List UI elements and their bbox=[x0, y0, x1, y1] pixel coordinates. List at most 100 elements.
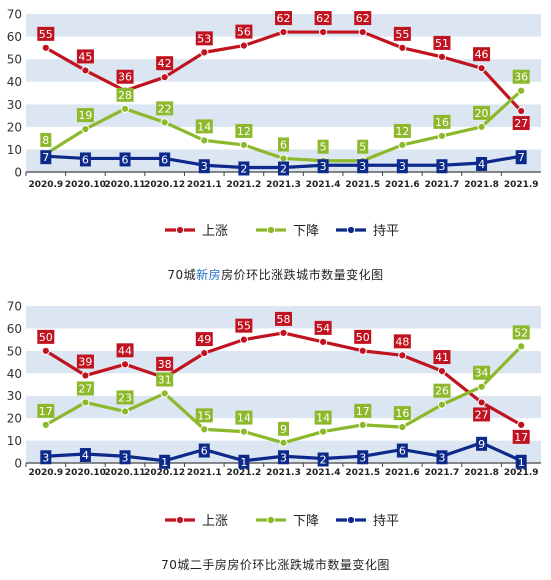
data-point-down bbox=[477, 382, 486, 391]
data-point-up bbox=[279, 27, 288, 37]
data-label-box-down bbox=[235, 410, 253, 425]
data-label-up: 62 bbox=[316, 12, 330, 25]
data-label-box-up bbox=[433, 35, 451, 50]
data-label-box-up bbox=[37, 26, 55, 41]
data-label-flat: 2 bbox=[240, 162, 247, 175]
x-tick-label: 2020.9 bbox=[28, 180, 63, 190]
y-tick-label: 0 bbox=[14, 457, 22, 471]
data-label-box-flat bbox=[79, 152, 91, 167]
data-label-down: 22 bbox=[158, 102, 172, 115]
y-tick-label: 50 bbox=[7, 344, 22, 358]
data-label-up: 44 bbox=[118, 344, 132, 357]
legend-label-down: 下降 bbox=[293, 514, 319, 529]
y-tick-label: 60 bbox=[7, 322, 22, 336]
data-label-down: 12 bbox=[237, 125, 251, 138]
data-point-up bbox=[239, 335, 248, 344]
data-point-up bbox=[437, 366, 447, 376]
data-label-box-down bbox=[393, 406, 411, 421]
data-label-box-down bbox=[512, 69, 530, 84]
data-label-box-up bbox=[156, 356, 174, 371]
data-label-down: 12 bbox=[395, 125, 409, 138]
data-label-box-up bbox=[116, 343, 134, 358]
data-label-box-down bbox=[156, 101, 174, 116]
data-label-up: 17 bbox=[514, 431, 528, 444]
chart-second-hand: 0 10 20 30 40 50 60 70 2020.9 2020.102020.112020.… bbox=[7, 300, 541, 529]
data-label-down: 28 bbox=[118, 89, 132, 102]
data-label-flat: 6 bbox=[201, 445, 208, 458]
data-label-flat: 6 bbox=[399, 445, 406, 458]
data-label-up: 50 bbox=[356, 331, 370, 344]
data-label-box-flat bbox=[476, 436, 488, 451]
data-label-down: 15 bbox=[197, 409, 211, 422]
grid-band bbox=[26, 59, 541, 82]
data-label-box-down bbox=[357, 139, 369, 154]
data-label-box-down bbox=[76, 381, 94, 396]
data-point-down bbox=[200, 425, 209, 434]
data-label-up: 58 bbox=[277, 313, 291, 326]
data-label-up: 48 bbox=[395, 335, 409, 348]
data-label-box-up bbox=[473, 407, 491, 422]
data-label-flat: 3 bbox=[42, 451, 49, 464]
data-label-box-down bbox=[473, 105, 491, 120]
data-label-box-flat bbox=[476, 156, 488, 171]
y-tick-label: 10 bbox=[7, 434, 22, 448]
data-label-up: 56 bbox=[237, 26, 251, 39]
data-label-box-flat bbox=[317, 452, 329, 467]
data-label-flat: 9 bbox=[478, 438, 485, 451]
x-tick-label: 2021.9 bbox=[504, 180, 539, 190]
data-label-flat: 1 bbox=[240, 456, 247, 469]
y-tick-label: 20 bbox=[7, 120, 22, 134]
data-label-flat: 7 bbox=[42, 151, 49, 164]
data-label-flat: 2 bbox=[320, 454, 327, 467]
data-point-up bbox=[81, 66, 90, 75]
data-point-up bbox=[517, 106, 526, 116]
data-label-flat: 3 bbox=[122, 451, 129, 464]
data-label-down: 17 bbox=[356, 405, 370, 418]
data-label-box-flat bbox=[515, 150, 527, 165]
data-point-down bbox=[517, 86, 526, 95]
y-tick-label: 40 bbox=[7, 75, 22, 89]
data-label-box-up bbox=[76, 49, 94, 64]
data-point-down bbox=[239, 140, 248, 150]
data-label-box-flat bbox=[198, 443, 210, 458]
data-label-box-up bbox=[195, 332, 213, 347]
data-label-flat: 2 bbox=[280, 162, 287, 175]
data-label-box-down bbox=[473, 365, 491, 380]
data-label-box-up bbox=[76, 354, 94, 369]
x-tick-label: 2021.3 bbox=[266, 468, 301, 478]
data-label-box-flat bbox=[40, 150, 52, 165]
data-point-up bbox=[279, 328, 288, 338]
data-label-box-down bbox=[195, 119, 213, 134]
caption-prefix: 70城二手房房价环比涨跌城市数量变化图 bbox=[161, 558, 390, 572]
data-label-down: 14 bbox=[316, 412, 330, 425]
y-tick-label: 70 bbox=[7, 8, 22, 22]
y-tick-label: 60 bbox=[7, 30, 22, 44]
data-label-up: 62 bbox=[277, 12, 291, 25]
data-label-box-up bbox=[393, 334, 411, 349]
data-label-box-up bbox=[37, 329, 55, 344]
data-point-down bbox=[160, 118, 169, 127]
caption-second-hand: 70城二手房房价环比涨跌城市数量变化图 bbox=[0, 556, 551, 573]
x-tick-label: 2021.1 bbox=[187, 180, 222, 190]
data-label-box-flat bbox=[515, 454, 527, 469]
data-point-up bbox=[41, 43, 50, 52]
legend-marker-flat bbox=[346, 225, 356, 235]
data-label-down: 23 bbox=[118, 391, 132, 404]
data-label-down: 6 bbox=[280, 138, 287, 151]
legend-marker-down bbox=[266, 225, 276, 235]
data-point-up bbox=[517, 420, 526, 429]
data-label-box-flat bbox=[159, 454, 171, 469]
legend-label-up: 上涨 bbox=[202, 224, 228, 239]
legend-label-up: 上涨 bbox=[202, 514, 228, 529]
data-label-box-down bbox=[235, 123, 253, 138]
data-point-down bbox=[200, 136, 209, 145]
x-tick-label: 2020.10 bbox=[65, 468, 106, 478]
x-tick-label: 2021.7 bbox=[425, 180, 460, 190]
data-point-up bbox=[239, 41, 248, 50]
data-point-up bbox=[477, 64, 486, 73]
data-label-box-flat bbox=[396, 159, 408, 174]
data-label-box-flat bbox=[119, 152, 131, 167]
legend-marker-down bbox=[266, 515, 276, 525]
data-label-flat: 4 bbox=[82, 449, 89, 462]
